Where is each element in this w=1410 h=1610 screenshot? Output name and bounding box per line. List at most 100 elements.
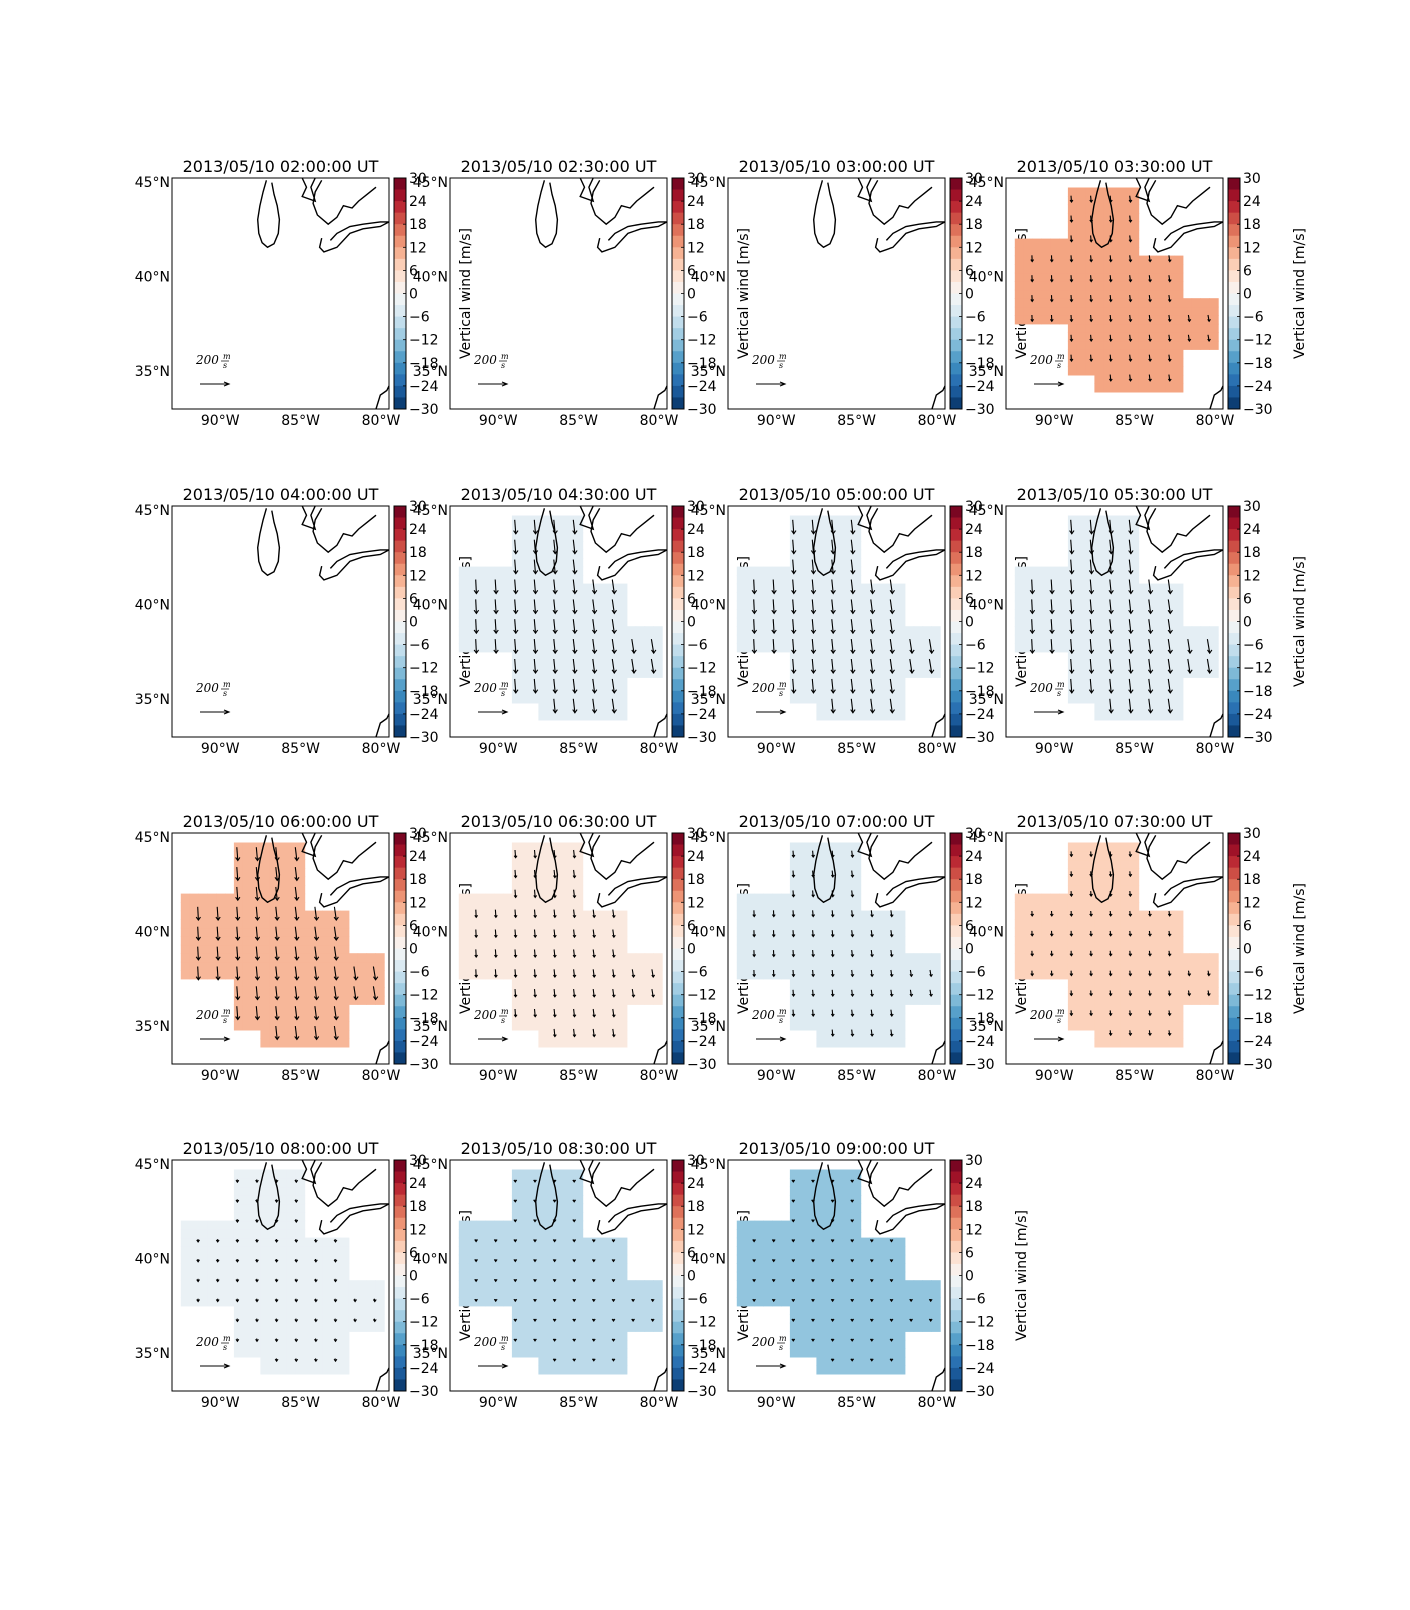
wind-cell bbox=[1200, 315, 1210, 325]
wind-cell bbox=[1023, 902, 1034, 912]
wind-arrow-head bbox=[1108, 378, 1113, 382]
colorbar-segment bbox=[394, 305, 406, 317]
wind-cell bbox=[609, 592, 619, 602]
wind-cell bbox=[1174, 660, 1184, 670]
wind-cell bbox=[529, 885, 539, 895]
wind-arrow-head bbox=[791, 689, 797, 694]
wind-cell bbox=[1067, 1004, 1078, 1014]
wind-arrow bbox=[1050, 619, 1053, 634]
wind-cell bbox=[789, 583, 800, 593]
wind-cell bbox=[260, 944, 270, 954]
wind-cell bbox=[476, 893, 486, 903]
wind-arrow-head bbox=[1069, 973, 1074, 977]
wind-arrow bbox=[514, 579, 517, 594]
wind-cell bbox=[887, 600, 897, 610]
wind-cell bbox=[798, 541, 809, 551]
wind-cell bbox=[520, 902, 531, 912]
wind-cell bbox=[825, 634, 835, 644]
colorbar-tick-label: 30 bbox=[965, 826, 983, 842]
wind-arrow bbox=[572, 639, 576, 654]
colorbar-segment bbox=[1228, 281, 1240, 294]
wind-cell bbox=[331, 1280, 341, 1290]
wind-cell bbox=[520, 927, 531, 937]
wind-cell bbox=[1085, 885, 1095, 895]
wind-cell bbox=[798, 575, 809, 585]
wind-cell bbox=[1165, 677, 1175, 687]
colorbar-segment bbox=[394, 328, 406, 341]
wind-cell bbox=[313, 1356, 323, 1366]
wind-cell bbox=[931, 643, 941, 653]
wind-cell bbox=[1103, 868, 1113, 878]
wind-cell bbox=[1200, 340, 1210, 350]
colorbar-segment bbox=[394, 621, 406, 634]
wind-cell bbox=[1041, 281, 1051, 291]
wind-cell bbox=[1120, 600, 1131, 610]
wind-arrow-head bbox=[811, 854, 816, 858]
wind-cell bbox=[1032, 626, 1042, 636]
wind-cell bbox=[304, 910, 314, 920]
wind-cell bbox=[198, 927, 208, 937]
wind-cell bbox=[198, 1254, 208, 1264]
wind-cell bbox=[1085, 298, 1095, 308]
wind-cell bbox=[556, 541, 566, 551]
wind-cell bbox=[286, 910, 297, 920]
wind-arrow bbox=[592, 989, 595, 997]
colorbar-segment bbox=[1228, 621, 1240, 634]
colorbar-segment bbox=[950, 902, 962, 915]
wind-cell bbox=[851, 583, 862, 593]
wind-cell bbox=[763, 919, 773, 929]
wind-cell bbox=[789, 987, 800, 997]
wind-cell bbox=[591, 927, 601, 937]
wind-cell bbox=[1067, 213, 1078, 223]
wind-cell bbox=[348, 1280, 359, 1290]
wind-cell bbox=[1147, 600, 1157, 610]
wind-cell bbox=[511, 651, 522, 661]
wind-arrow-head bbox=[811, 973, 816, 978]
wind-cell bbox=[1156, 651, 1166, 661]
wind-cell bbox=[564, 927, 575, 937]
colorbar-segment bbox=[950, 598, 962, 611]
colorbar-tick-label: 0 bbox=[409, 942, 418, 958]
wind-cell bbox=[278, 1322, 288, 1332]
wind-cell bbox=[1120, 532, 1131, 542]
wind-cell bbox=[1191, 332, 1202, 342]
wind-cell bbox=[304, 961, 314, 971]
wind-cell bbox=[564, 583, 575, 593]
colorbar-segment bbox=[950, 656, 962, 669]
wind-cell bbox=[269, 953, 279, 963]
wind-cell bbox=[816, 600, 826, 610]
wind-cell bbox=[564, 893, 575, 903]
wind-cell bbox=[825, 1029, 835, 1039]
wind-cell bbox=[564, 617, 575, 627]
coastline bbox=[931, 713, 946, 738]
wind-cell bbox=[878, 626, 888, 636]
wind-cell bbox=[1147, 383, 1157, 393]
wind-cell bbox=[816, 592, 826, 602]
wind-cell bbox=[1209, 340, 1219, 350]
colorbar-segment bbox=[1228, 529, 1240, 542]
wind-cell bbox=[547, 1012, 557, 1022]
lon-label: 85°W bbox=[559, 413, 598, 429]
wind-cell bbox=[467, 634, 478, 644]
wind-cell bbox=[653, 626, 663, 636]
wind-cell bbox=[286, 868, 297, 878]
wind-cell bbox=[842, 541, 853, 551]
wind-arrow-head bbox=[1049, 299, 1054, 303]
wind-cell bbox=[591, 702, 601, 712]
wind-cell bbox=[736, 566, 747, 576]
wind-cell bbox=[233, 859, 244, 869]
wind-cell bbox=[1200, 668, 1210, 678]
wind-arrow-head bbox=[572, 669, 578, 674]
wind-cell bbox=[242, 885, 253, 895]
wind-cell bbox=[609, 944, 619, 954]
wind-cell bbox=[520, 987, 531, 997]
wind-cell bbox=[1147, 1012, 1157, 1022]
wind-cell bbox=[635, 970, 646, 980]
wind-cell bbox=[564, 558, 575, 568]
wind-cell bbox=[1129, 264, 1140, 274]
wind-cell bbox=[887, 961, 897, 971]
wind-arrow bbox=[850, 539, 854, 554]
wind-cell bbox=[745, 634, 756, 644]
lon-label: 80°W bbox=[1196, 413, 1235, 429]
